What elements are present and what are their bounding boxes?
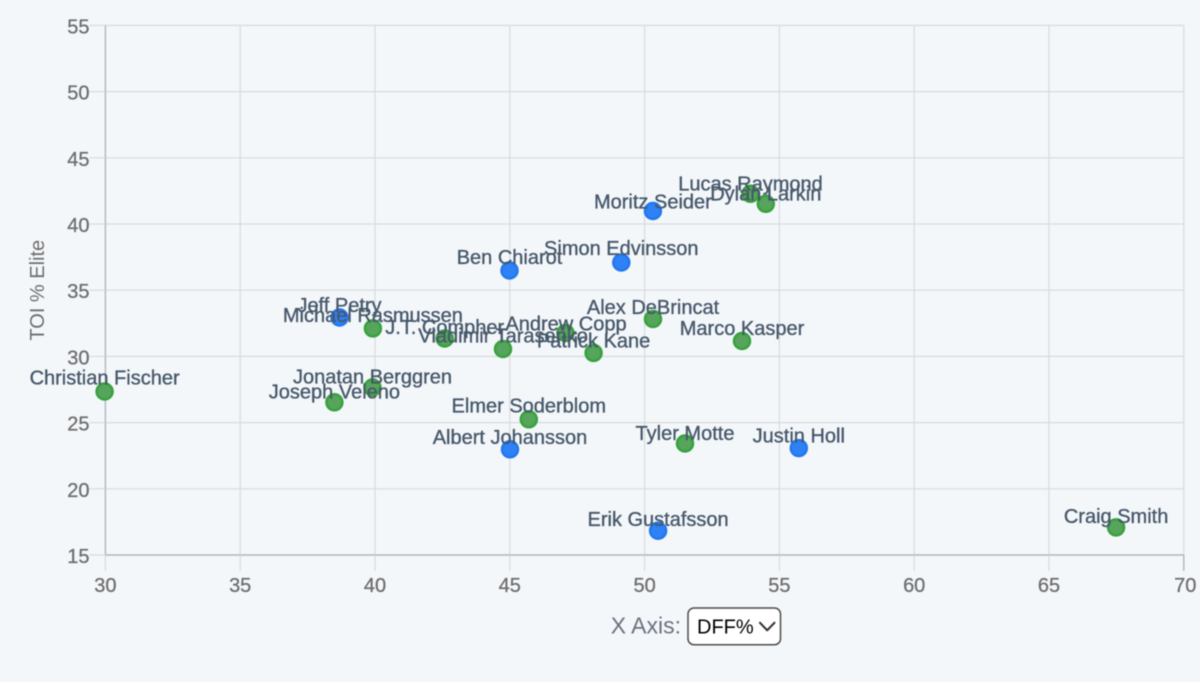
svg-text:Andrew Copp: Andrew Copp [505, 314, 626, 336]
svg-text:55: 55 [67, 16, 89, 38]
svg-text:35: 35 [67, 281, 89, 303]
svg-text:70: 70 [1174, 575, 1196, 597]
svg-text:65: 65 [1038, 575, 1060, 597]
svg-text:35: 35 [229, 575, 251, 597]
svg-text:Simon Edvinsson: Simon Edvinsson [544, 238, 699, 260]
svg-text:Ben Chiarot: Ben Chiarot [457, 247, 563, 269]
svg-text:40: 40 [364, 575, 386, 597]
svg-text:DFF%: DFF% [697, 617, 754, 639]
svg-text:J.T. Compher: J.T. Compher [385, 317, 504, 339]
svg-text:Joseph Veleno: Joseph Veleno [269, 381, 400, 403]
svg-text:Jonatan Berggren: Jonatan Berggren [293, 367, 452, 389]
svg-text:55: 55 [768, 575, 790, 597]
svg-text:50: 50 [67, 83, 89, 105]
svg-text:Albert Johansson: Albert Johansson [433, 427, 588, 449]
svg-text:X Axis:: X Axis: [611, 613, 681, 639]
svg-text:Jeff Petry: Jeff Petry [297, 295, 381, 317]
svg-text:Lucas Raymond: Lucas Raymond [678, 174, 823, 196]
svg-text:TOI % Elite: TOI % Elite [27, 240, 49, 341]
svg-text:Moritz Seider: Moritz Seider [594, 192, 712, 214]
svg-text:Alex DeBrincat: Alex DeBrincat [587, 297, 720, 319]
svg-text:Elmer Soderblom: Elmer Soderblom [452, 396, 607, 418]
svg-text:45: 45 [67, 149, 89, 171]
svg-text:30: 30 [67, 347, 89, 369]
svg-text:Patrick Kane: Patrick Kane [537, 330, 650, 352]
svg-text:Michael Rasmussen: Michael Rasmussen [283, 305, 463, 327]
svg-text:Vladimir Tarasenko: Vladimir Tarasenko [418, 326, 588, 348]
svg-text:40: 40 [67, 215, 89, 237]
svg-text:Christian Fischer: Christian Fischer [30, 368, 180, 390]
svg-text:30: 30 [94, 575, 116, 597]
svg-text:45: 45 [499, 575, 521, 597]
svg-text:Marco Kasper: Marco Kasper [680, 318, 805, 340]
svg-text:25: 25 [67, 414, 89, 436]
svg-text:60: 60 [903, 575, 925, 597]
svg-text:Justin Holl: Justin Holl [753, 426, 845, 448]
svg-text:Dylan Larkin: Dylan Larkin [710, 184, 821, 206]
svg-text:Craig Smith: Craig Smith [1064, 506, 1168, 528]
svg-text:50: 50 [633, 575, 655, 597]
svg-text:15: 15 [67, 546, 89, 568]
svg-text:Tyler Motte: Tyler Motte [636, 423, 735, 445]
svg-text:20: 20 [67, 480, 89, 502]
svg-text:Erik Gustafsson: Erik Gustafsson [588, 509, 729, 531]
